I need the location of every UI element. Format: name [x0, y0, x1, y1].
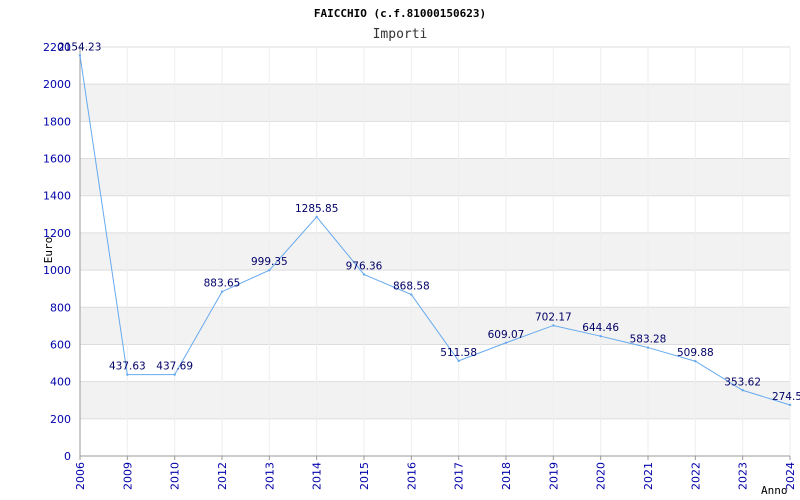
y-tick-label: 1400	[43, 190, 71, 203]
data-point	[362, 273, 366, 276]
data-point	[504, 341, 508, 344]
x-tick-label: 2024	[784, 462, 797, 490]
data-label: 353.62	[724, 376, 761, 388]
y-tick-label: 1000	[43, 264, 71, 277]
data-label: 583.28	[630, 334, 667, 346]
data-point	[78, 54, 82, 57]
series-importi	[78, 54, 792, 407]
x-tick-label: 2022	[689, 462, 702, 490]
data-label: 274.5	[772, 391, 800, 403]
x-tick-label: 2021	[642, 462, 655, 490]
y-tick-label: 2000	[43, 78, 71, 91]
band	[80, 158, 790, 196]
y-tick-label: 200	[50, 413, 71, 426]
data-labels: 2154.23 437.63 437.69 883.65 999.35 1285.85 97…	[58, 42, 800, 403]
data-point	[599, 334, 602, 338]
x-tick-label: 2009	[121, 462, 134, 490]
data-label: 999.35	[251, 256, 288, 268]
data-point	[268, 269, 271, 272]
x-tick-label: 2013	[263, 462, 276, 490]
data-label: 437.63	[109, 361, 146, 373]
x-tick-label: 2020	[595, 462, 608, 490]
axes	[79, 47, 791, 460]
x-tick-label: 2017	[453, 462, 466, 490]
data-label: 437.69	[156, 361, 193, 373]
y-tick-label: 800	[50, 301, 71, 314]
data-label: 511.58	[440, 347, 477, 359]
x-tick-label: 2010	[169, 462, 182, 490]
data-point	[741, 389, 744, 392]
y-tick-label: 1600	[43, 153, 71, 166]
x-tick-label: 2016	[405, 462, 418, 490]
data-label: 883.65	[204, 278, 241, 290]
x-axis-label: Anno	[761, 484, 788, 497]
x-tick-label: 2006	[74, 462, 87, 490]
y-tick-label: 2200	[43, 41, 71, 54]
band	[80, 232, 790, 271]
data-point	[126, 373, 129, 376]
data-point	[220, 290, 224, 293]
y-tick-label: 1800	[43, 115, 71, 128]
band	[80, 84, 790, 122]
data-label: 509.88	[677, 347, 714, 359]
chart-subtitle: Importi	[373, 27, 428, 42]
data-label: 868.58	[393, 281, 430, 293]
data-label: 702.17	[535, 311, 572, 323]
background-bands	[80, 84, 790, 419]
band	[80, 381, 790, 419]
y-tick-label: 0	[64, 450, 71, 463]
data-point	[646, 346, 650, 349]
band	[80, 307, 790, 345]
y-axis-label: Euro	[42, 237, 55, 264]
x-tick-label: 2012	[216, 462, 229, 490]
x-tick-labels: 2006 2009 2010 2012 2013 2014 2015 2016 2017 2018…	[74, 462, 797, 490]
data-point	[788, 403, 792, 407]
grid-lines	[79, 46, 791, 457]
y-tick-labels: 0 200 400 600 800 1000 1200 1400 1600 1800 2000 220…	[43, 41, 71, 463]
x-tick-label: 2023	[737, 462, 750, 490]
x-tick-label: 2014	[311, 462, 324, 490]
data-label: 644.46	[582, 322, 619, 334]
y-tick-label: 1200	[43, 227, 71, 240]
data-point	[457, 359, 460, 363]
data-point	[315, 215, 318, 219]
series-line	[79, 55, 791, 406]
data-label: 976.36	[346, 260, 383, 272]
data-point	[410, 293, 413, 296]
x-tick-label: 2018	[500, 462, 513, 490]
data-point	[173, 373, 176, 376]
data-label: 609.07	[488, 329, 525, 341]
y-tick-label: 400	[50, 376, 71, 389]
chart-title: FAICCHIO (c.f.81000150623)	[314, 7, 486, 20]
y-tick-label: 600	[50, 338, 71, 351]
data-point	[694, 360, 697, 363]
x-tick-label: 2015	[358, 462, 371, 490]
data-label: 2154.23	[58, 42, 101, 54]
data-point	[552, 324, 555, 327]
x-tick-label: 2019	[547, 462, 560, 490]
data-label: 1285.85	[295, 203, 338, 215]
